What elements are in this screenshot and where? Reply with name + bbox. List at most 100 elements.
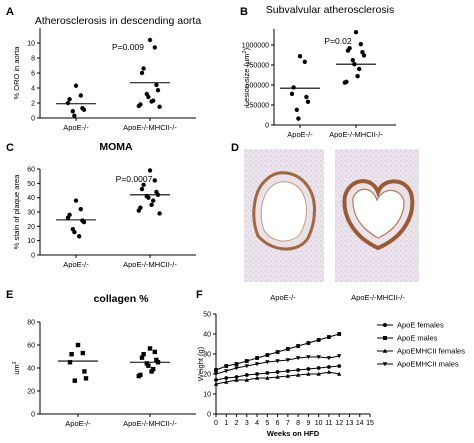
f-x-axis-label: Weeks on HFD <box>267 429 320 438</box>
f-legend-marker-3 <box>382 362 388 367</box>
c-data-point <box>136 208 141 213</box>
e-ytick-label: 20 <box>27 389 35 396</box>
b-data-point <box>350 58 355 63</box>
c-data-point <box>73 198 79 203</box>
c-ytick-label: 0 <box>31 253 35 260</box>
f-legend-label-3: ApoEMHCII males <box>397 360 459 369</box>
e-ytick-label: 40 <box>27 366 35 373</box>
c-ytick-label: 50 <box>27 181 35 188</box>
b-data-point <box>357 66 362 72</box>
f-series-point-1 <box>285 347 290 351</box>
c-ytick-label: 10 <box>27 238 35 245</box>
f-series-point-2 <box>275 374 280 379</box>
b-y-axis-label: Lesion size (µm2) <box>242 47 251 106</box>
c-data-point <box>65 215 71 220</box>
f-series-point-0 <box>306 367 311 371</box>
f-series-point-1 <box>214 368 218 372</box>
f-legend-label-0: ApoE females <box>397 321 444 330</box>
a-y-axis-label: % ORO in aorta <box>12 46 21 100</box>
f-series-point-1 <box>296 344 301 348</box>
c-data-point <box>72 229 77 235</box>
f-series-point-3 <box>254 362 260 367</box>
histology-image-apoe <box>244 149 324 282</box>
a-data-point <box>152 45 157 50</box>
a-data-point <box>157 104 162 109</box>
f-series-point-2 <box>244 377 249 382</box>
c-xtick-label: ApoE-/- <box>63 260 89 269</box>
f-series-point-0 <box>296 368 301 372</box>
b-ytick-label: 500000 <box>246 83 269 90</box>
a-data-point <box>155 88 161 93</box>
f-series-point-1 <box>234 362 239 366</box>
f-series-point-1 <box>265 353 270 357</box>
e-data-point <box>141 352 146 357</box>
f-series-point-0 <box>275 370 280 374</box>
a-xtick-label: ApoE-/- <box>63 123 89 132</box>
f-series-point-2 <box>285 373 291 378</box>
f-ytick-label: 20 <box>203 372 211 379</box>
histology-image-apoe-mhcii <box>335 149 419 282</box>
f-series-point-3 <box>306 355 311 360</box>
f-series-point-3 <box>213 372 219 377</box>
e-data-point <box>139 355 145 360</box>
f-series-point-2 <box>213 381 219 386</box>
a-data-point <box>73 83 79 88</box>
b-data-point <box>345 48 351 53</box>
b-data-point <box>297 54 303 59</box>
f-xtick-label: 15 <box>366 420 374 427</box>
f-series-point-3 <box>234 366 239 371</box>
e-xtick-label: ApoE-/- <box>65 419 91 428</box>
e-ytick-label: 0 <box>31 412 35 419</box>
e-data-point <box>75 342 81 348</box>
f-series-point-1 <box>224 364 229 368</box>
a-data-point <box>78 93 84 98</box>
f-xtick-label: 4 <box>255 420 259 427</box>
b-data-point <box>361 53 367 58</box>
a-data-point <box>149 99 154 104</box>
a-data-point <box>67 97 72 102</box>
f-series-point-3 <box>224 369 229 374</box>
f-series-point-0 <box>265 371 270 375</box>
f-series-point-1 <box>244 359 249 363</box>
c-data-point <box>149 202 154 208</box>
f-series-point-0 <box>327 365 331 369</box>
c-data-point <box>81 219 87 225</box>
f-series-point-2 <box>265 375 270 380</box>
e-data-point <box>152 349 157 355</box>
f-series-point-2 <box>316 371 321 376</box>
a-data-point <box>141 66 146 71</box>
c-title: MOMA <box>99 141 133 153</box>
f-legend-label-2: ApoEMHCII females <box>397 347 465 356</box>
f-xtick-label: 12 <box>335 420 343 427</box>
f-series-point-0 <box>255 372 259 376</box>
e-data-point <box>149 369 154 374</box>
a-ytick-label: 2 <box>31 101 35 108</box>
a-data-point <box>154 82 159 88</box>
b-data-point <box>353 30 359 35</box>
e-y-axis-label: um2 <box>12 361 21 374</box>
c-data-point <box>151 198 156 203</box>
c-data-point <box>155 192 161 197</box>
b-xtick-label: ApoE-/-MHCII-/- <box>329 130 383 139</box>
f-legend-marker-0 <box>383 323 387 327</box>
f-series-point-3 <box>265 360 270 365</box>
f-ytick-label: 0 <box>207 412 211 419</box>
f-ytick-label: 10 <box>203 392 211 399</box>
e-data-point <box>136 373 141 379</box>
e-data-point <box>82 369 87 374</box>
f-xtick-label: 14 <box>356 420 364 427</box>
histology-label-apoe-mhcii: ApoE-/-MHCII-/- <box>351 293 405 302</box>
b-xtick-label: ApoE-/- <box>287 130 313 139</box>
f-ytick-label: 50 <box>203 312 211 319</box>
f-xtick-label: 0 <box>214 420 218 427</box>
f-xtick-label: 7 <box>286 420 290 427</box>
b-data-point <box>304 94 309 100</box>
b-ytick-label: 750000 <box>246 63 269 70</box>
f-series-point-0 <box>337 364 342 368</box>
panel-letter-c: C <box>6 142 14 154</box>
c-ytick-label: 30 <box>27 210 35 217</box>
c-data-point <box>77 234 82 239</box>
e-data-point <box>69 352 74 357</box>
b-data-point <box>355 74 360 79</box>
